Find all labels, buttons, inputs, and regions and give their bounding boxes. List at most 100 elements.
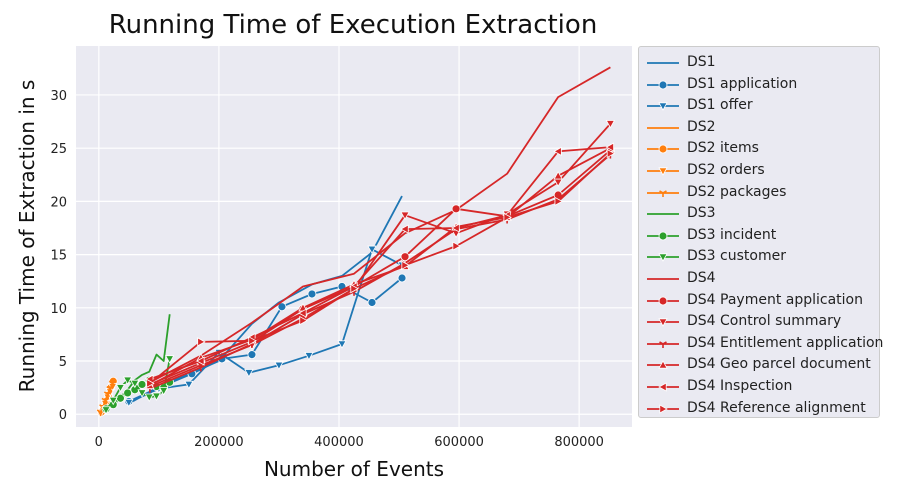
y-tick-label: 0 (59, 408, 67, 423)
series-10 (149, 66, 611, 384)
data-point (151, 392, 162, 401)
series-line (149, 149, 611, 386)
legend-swatch (647, 318, 679, 328)
y-tick-label: 10 (50, 302, 67, 317)
x-tick-label: 400000 (314, 435, 364, 450)
data-point (298, 308, 307, 318)
data-point (400, 211, 410, 221)
x-tick-label: 600000 (434, 435, 484, 450)
legend-item: DS2 packages (639, 183, 879, 203)
data-point (247, 350, 257, 360)
data-point (401, 260, 410, 270)
legend-label: DS2 items (687, 140, 759, 157)
x-tick-label: 200000 (194, 435, 244, 450)
data-point (197, 364, 205, 372)
data-point (605, 142, 614, 152)
legend-item: DS2 items (639, 139, 879, 159)
data-point (397, 273, 407, 283)
x-tick-label: 800000 (554, 435, 604, 450)
legend-item: DS3 customer (639, 247, 879, 267)
legend-label: DS4 (687, 270, 716, 286)
legend-label: DS4 Entitlement application (687, 334, 884, 351)
data-point (503, 212, 512, 223)
series-line (149, 66, 611, 384)
legend-item: DS2 orders (639, 161, 879, 181)
y-tick-label: 15 (50, 249, 67, 264)
legend-marker (658, 167, 668, 176)
x-axis-label: Number of Events (263, 457, 445, 481)
series-line (149, 146, 611, 380)
legend-swatch (647, 341, 679, 348)
legend-marker (658, 360, 668, 369)
data-point (196, 356, 205, 366)
data-point (164, 355, 175, 364)
legend-label: DS4 Geo parcel document (687, 356, 871, 373)
data-point (116, 393, 125, 403)
data-point (367, 245, 377, 255)
data-point (553, 146, 562, 157)
data-point (130, 379, 140, 389)
data-point (248, 336, 257, 346)
data-point (137, 389, 147, 398)
legend-swatch (647, 278, 679, 280)
chart-title: Running Time of Execution Extraction (108, 10, 598, 40)
legend-swatch (647, 102, 679, 112)
y-axis-label: Running Time of Extraction in s (15, 79, 39, 393)
legend-label: DS1 offer (687, 97, 753, 114)
data-point (606, 148, 616, 159)
data-point (605, 120, 616, 129)
x-tick-label: 0 (95, 435, 103, 450)
plot-area (76, 46, 632, 427)
legend-label: DS4 Control summary (687, 313, 842, 330)
tick-labels: 0 200000 400000 600000 800000 0 5 10 15 20 25 30 (50, 89, 604, 450)
data-point (144, 393, 154, 403)
data-point (452, 241, 461, 251)
legend-marker (659, 403, 668, 414)
legend-item: DS3 (639, 204, 879, 224)
legend-label: DS4 Inspection (687, 378, 793, 394)
legend-label: DS3 customer (687, 248, 786, 265)
data-point (123, 388, 133, 398)
data-point (277, 302, 287, 312)
legend-item: DS1 application (639, 75, 879, 95)
legend-swatch (647, 126, 679, 129)
legend-swatch (647, 360, 679, 369)
legend-label: DS1 (687, 54, 716, 70)
legend-item: DS4 Entitlement application (639, 334, 883, 354)
data-point (554, 196, 563, 207)
series-layer (95, 66, 616, 418)
series-9 (101, 355, 175, 415)
y-tick-label: 20 (50, 195, 67, 210)
legend-label: DS4 Reference alignment (687, 399, 866, 416)
data-point (400, 224, 409, 234)
data-point (158, 387, 169, 396)
data-point (146, 378, 155, 389)
legend-swatch (647, 189, 679, 197)
legend-swatch (647, 403, 679, 414)
legend-swatch (647, 144, 679, 154)
legend-item: DS4 Geo parcel document (639, 355, 879, 375)
data-point (307, 289, 317, 299)
legend-item: DS1 offer (639, 96, 879, 116)
data-point (350, 283, 359, 294)
legend-marker (659, 341, 667, 348)
legend-swatch (647, 80, 679, 89)
data-point (124, 398, 134, 408)
legend-label: DS3 (687, 205, 716, 222)
data-point (274, 361, 284, 371)
data-point (122, 376, 133, 385)
legend-marker (658, 253, 668, 263)
y-tick-label: 30 (50, 89, 67, 104)
legend-item: DS3 incident (639, 226, 879, 246)
legend-label: DS4 Payment application (687, 291, 863, 308)
data-point (108, 396, 118, 406)
y-tick-label: 25 (50, 142, 67, 157)
legend-marker (658, 102, 668, 112)
legend-label: DS3 incident (687, 226, 777, 243)
legend-item: DS1 (639, 53, 879, 73)
legend-marker (658, 231, 668, 241)
y-tick-label: 5 (59, 355, 67, 370)
legend-item: DS4 Inspection (639, 377, 879, 397)
legend-item: DS4 Control summary (639, 312, 879, 332)
